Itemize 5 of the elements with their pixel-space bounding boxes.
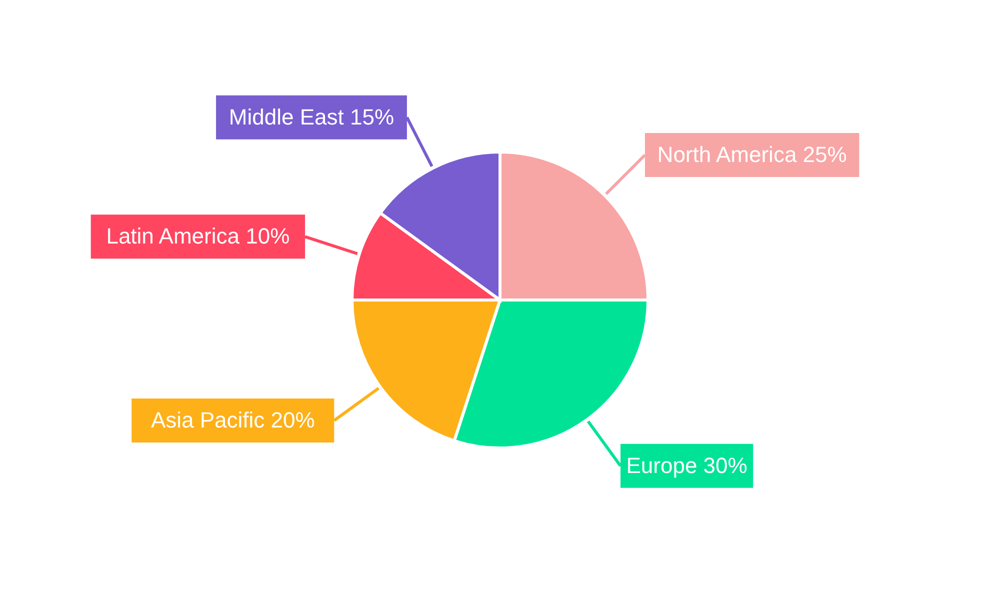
slice-label: North America 25% [657, 142, 847, 168]
slice-label: Europe 30% [626, 452, 748, 478]
slice-label: Asia Pacific 20% [150, 407, 315, 432]
slice-label: Latin America 10% [106, 224, 290, 249]
slice-label: Middle East 15% [228, 104, 394, 130]
